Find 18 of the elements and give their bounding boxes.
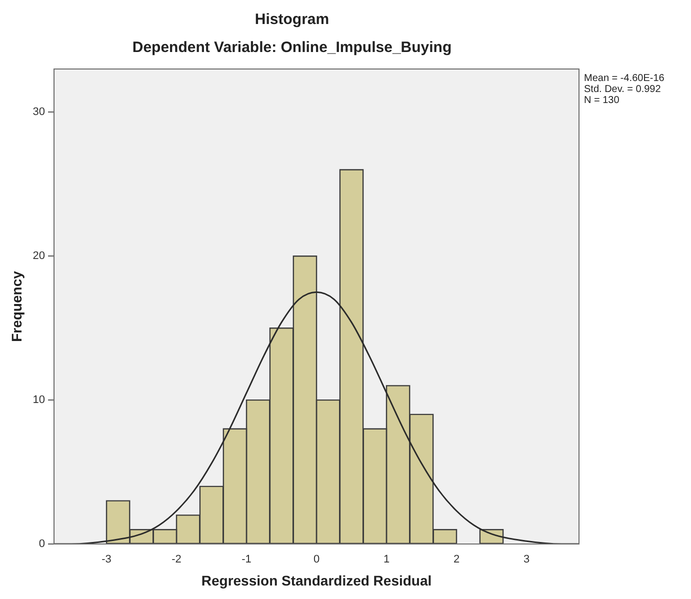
y-tick-label: 10 — [32, 394, 46, 406]
text: N = 130 — [584, 94, 620, 106]
x-tick-label: 3 — [523, 554, 530, 566]
chart-subtitle: Dependent Variable: Online_Impulse_Buying — [132, 39, 452, 56]
x-tick-label: 2 — [453, 554, 460, 566]
text: Std. Dev. = 0.992 — [584, 84, 662, 95]
y-tick-label: 20 — [32, 250, 46, 262]
x-axis-title: Regression Standardized Residual — [201, 572, 432, 588]
y-axis-title: Frequency — [8, 270, 24, 342]
text: Mean = -4.60E-16 — [584, 72, 665, 84]
x-tick-label: -1 — [242, 554, 252, 566]
x-tick-label: 0 — [313, 554, 320, 566]
y-tick-label: 30 — [32, 106, 46, 118]
x-tick-label: 1 — [383, 554, 390, 566]
x-tick-label: -3 — [102, 554, 112, 566]
chart-title: Histogram — [254, 11, 330, 28]
y-tick-label: 0 — [38, 538, 46, 550]
x-tick-label: -2 — [172, 554, 182, 566]
